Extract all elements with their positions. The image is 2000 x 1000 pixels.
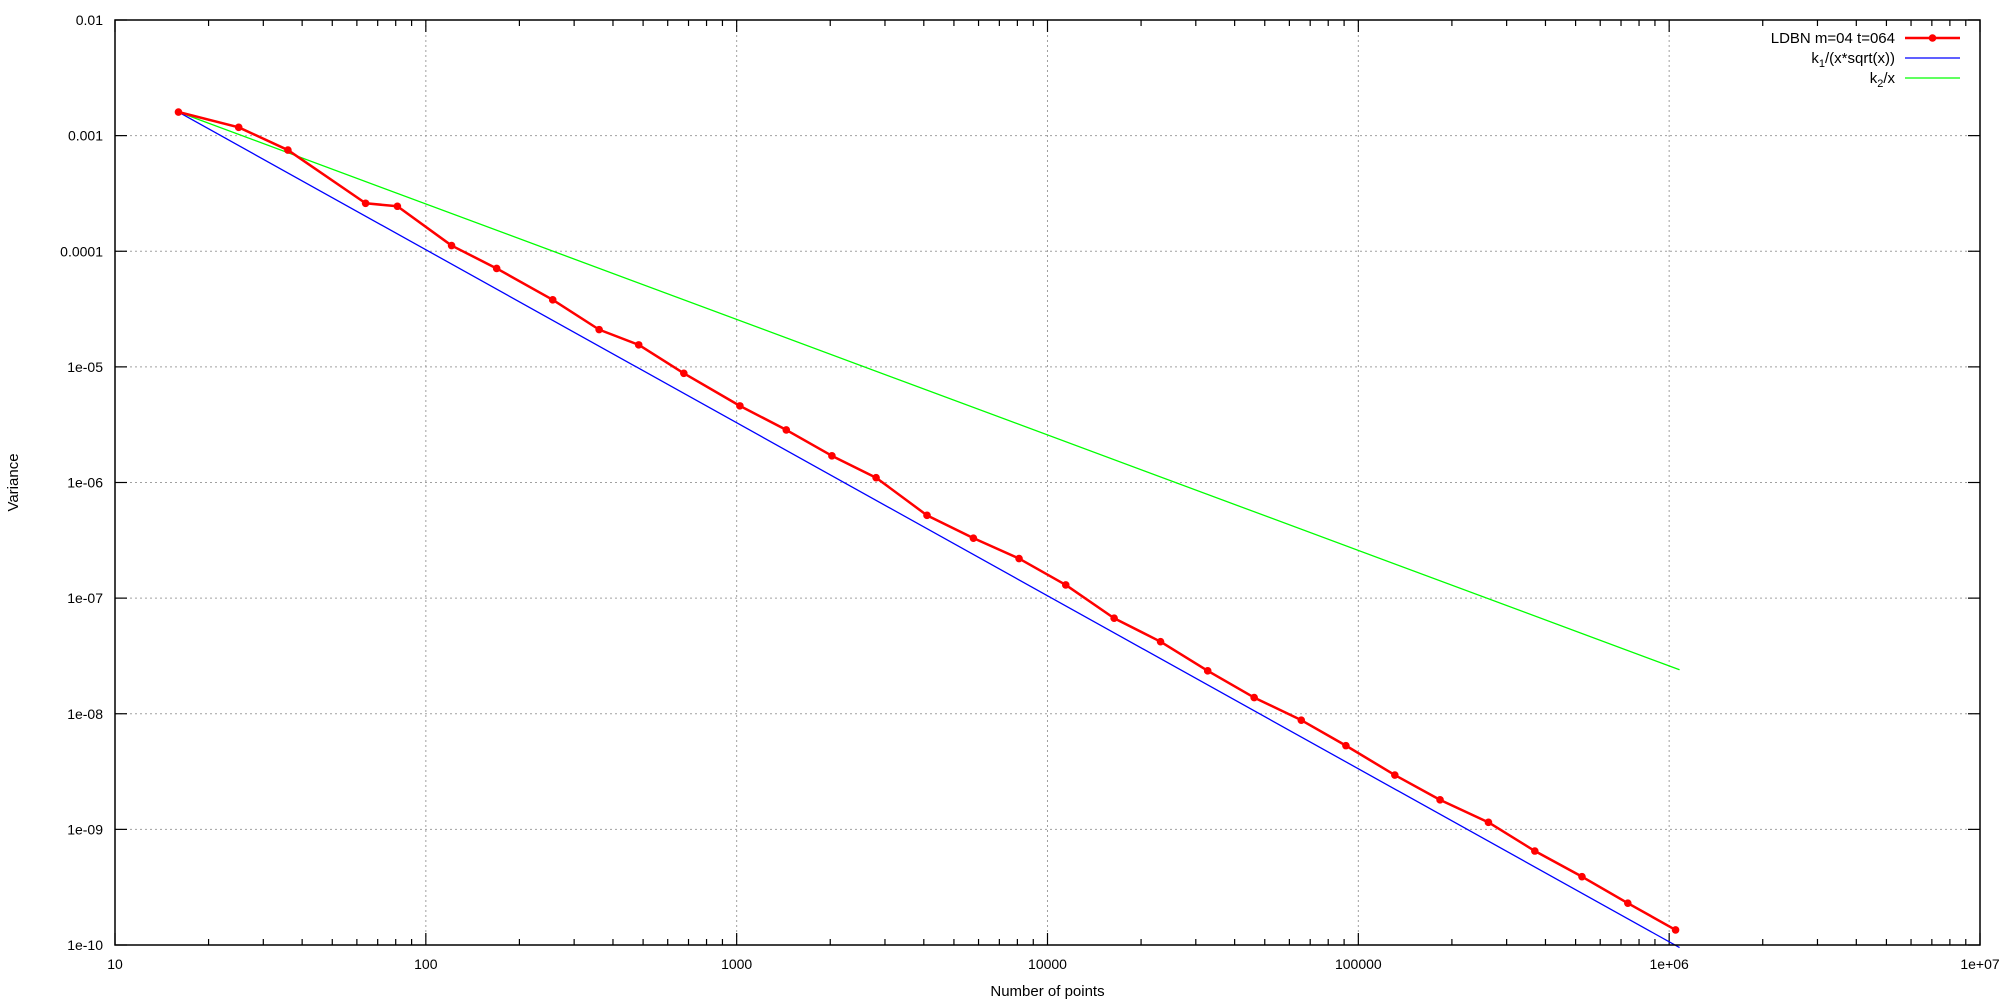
data-point <box>361 199 370 208</box>
data-point <box>1156 637 1165 646</box>
data-point <box>492 264 501 273</box>
legend-label: k2/x <box>1870 70 1896 90</box>
y-tick-label: 1e-06 <box>67 475 103 491</box>
x-tick-label: 100000 <box>1335 956 1382 972</box>
data-point <box>595 325 603 334</box>
data-point <box>1342 741 1350 750</box>
tick-labels: 10 100 1000 10000 100000 1e+06 1e+07 1e-10 1e-09… <box>60 12 2000 972</box>
data-point <box>1578 872 1586 881</box>
data-point <box>1297 716 1306 724</box>
x-tick-label: 1e+07 <box>1960 956 2000 972</box>
data-point <box>174 108 183 116</box>
x-tick-label: 1000 <box>721 956 752 972</box>
data-point <box>234 123 243 132</box>
series-layer <box>174 108 1680 949</box>
data-point <box>1484 818 1493 827</box>
data-point <box>1391 771 1399 779</box>
data-point <box>1624 899 1632 907</box>
y-tick-label: 0.0001 <box>60 243 103 259</box>
data-point <box>872 473 880 482</box>
data-point <box>393 202 402 211</box>
legend-label: LDBN m=04 t=064 <box>1771 30 1895 47</box>
series-line-1 <box>178 111 1680 949</box>
x-tick-label: 10 <box>107 956 123 972</box>
data-point <box>1250 693 1258 702</box>
series-line-2 <box>178 111 1680 671</box>
data-point <box>923 511 931 520</box>
data-point <box>1203 667 1212 675</box>
data-point <box>634 341 643 349</box>
y-tick-label: 1e-10 <box>67 937 103 953</box>
x-tick-label: 10000 <box>1028 956 1067 972</box>
data-point <box>1015 554 1023 563</box>
y-tick-label: 1e-09 <box>67 821 103 837</box>
legend-label: k1/(x*sqrt(x)) <box>1811 50 1895 70</box>
data-point <box>284 146 292 154</box>
data-point <box>1436 796 1444 804</box>
data-point <box>447 241 456 250</box>
data-point <box>969 534 978 542</box>
data-point <box>1061 581 1070 589</box>
data-point <box>1671 926 1680 934</box>
x-tick-label: 1e+06 <box>1650 956 1690 972</box>
y-tick-label: 0.01 <box>76 12 103 28</box>
data-point <box>548 296 557 304</box>
y-axis-title: Variance <box>5 453 22 511</box>
grid-lines <box>115 20 1980 945</box>
data-point <box>828 452 836 460</box>
x-tick-label: 100 <box>414 956 438 972</box>
data-point <box>1531 847 1539 855</box>
y-tick-label: 0.001 <box>68 128 103 144</box>
series-line-0 <box>178 110 1677 932</box>
legend-marker <box>1928 34 1937 42</box>
y-tick-label: 1e-07 <box>67 590 103 606</box>
data-point <box>736 402 744 410</box>
plot-frame <box>114 19 1981 946</box>
y-tick-label: 1e-05 <box>67 359 103 375</box>
x-axis-title: Number of points <box>990 983 1104 1000</box>
y-tick-label: 1e-08 <box>67 706 103 722</box>
data-point <box>680 369 688 378</box>
legend: LDBN m=04 t=064 k1/(x*sqrt(x))k2/x <box>1771 30 1960 90</box>
data-point <box>1110 614 1118 623</box>
data-point <box>782 426 791 434</box>
